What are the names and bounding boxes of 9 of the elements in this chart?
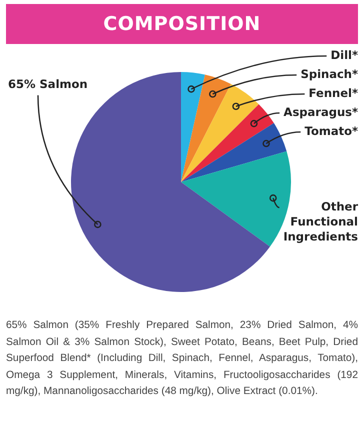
slice-label: 65% Salmon [8,77,88,92]
slice-label: Other Functional Ingredients [283,200,358,244]
slice-label: Tomato* [304,124,358,138]
slice-label: Fennel* [308,86,358,100]
text: 65% Salmon (35% Freshly Prepared Salmon, 23% Dried Salmon, 4% Salmon Oil & 3% Salmon Stock), Sweet Potato, Beans, Beet Pulp, Dried Superfood Blend* (Including Dill, Spinach, Fennel, Asparagus, Tomato), Omega 3 Supplement, Minerals, Vitamins, Fructooligosaccharides (192 mg/kg), Mannanoligosaccharides (48 mg/kg), Olive Extract (0.01%). [6,319,358,400]
slice-label: Dill* [330,48,358,62]
slice-label: Asparagus* [284,104,358,119]
chart-title: COMPOSITION [6,4,358,44]
slice-label: Spinach* [300,66,358,81]
